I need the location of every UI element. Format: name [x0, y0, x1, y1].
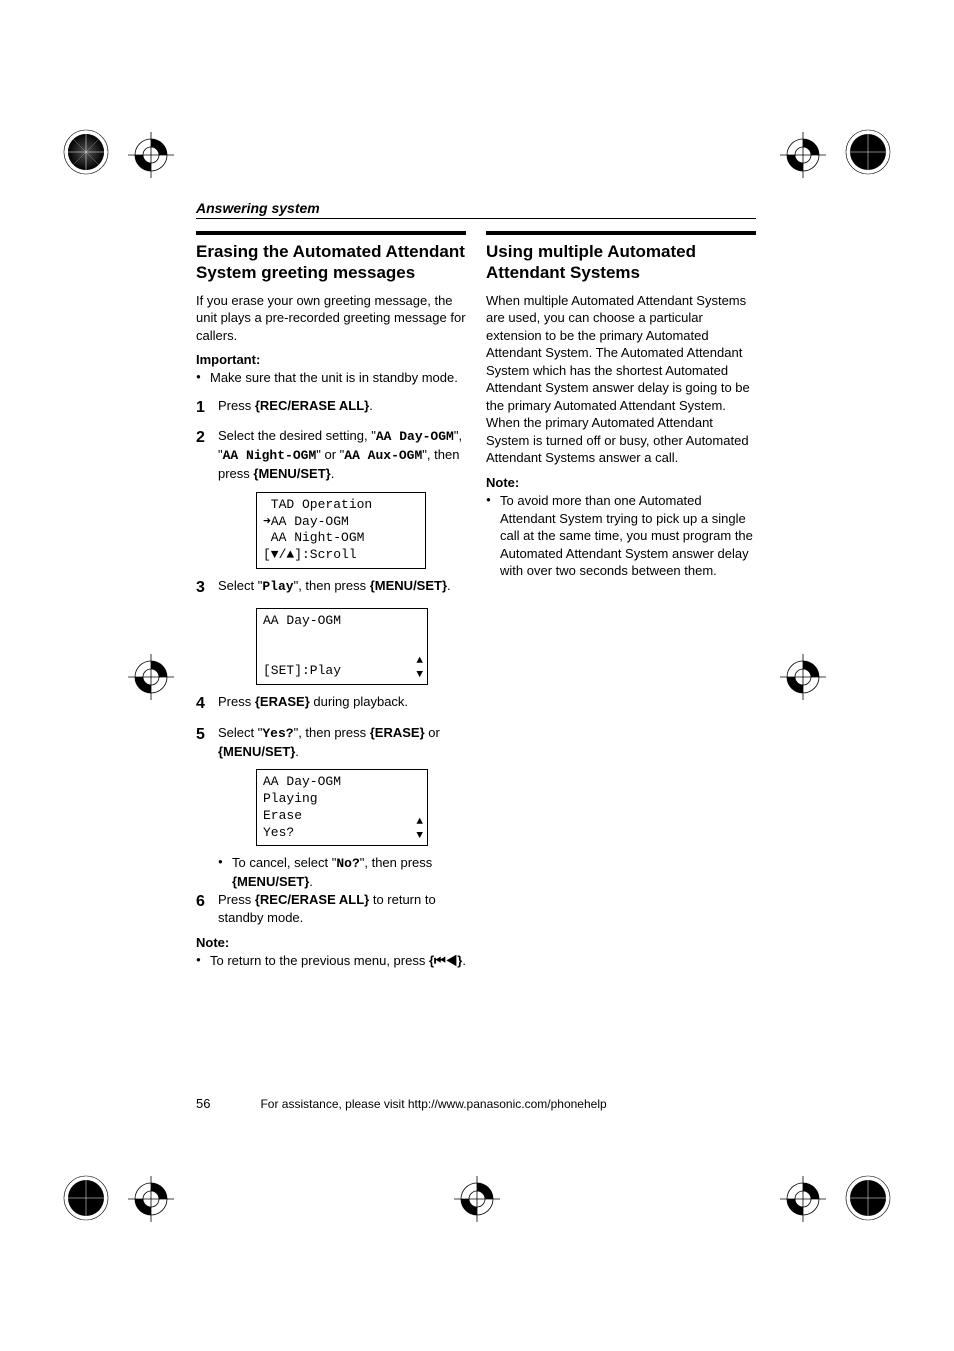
- mono: AA Day-OGM: [376, 429, 454, 444]
- t: .: [331, 466, 335, 481]
- step-6: 6 Press {REC/ERASE ALL} to return to sta…: [196, 891, 466, 927]
- t: ", then press: [294, 725, 370, 740]
- t: Press: [218, 398, 255, 413]
- step-num: 3: [196, 577, 218, 599]
- crop-mark-tr2: [842, 126, 894, 178]
- updown-icon: ▲▼: [416, 815, 423, 844]
- rule: [486, 231, 756, 235]
- step-5: 5 Select "Yes?", then press {ERASE} or {…: [196, 724, 466, 761]
- mono: AA Aux-OGM: [344, 448, 422, 463]
- lcd-text: AA Day-OGM [SET]:Play: [263, 613, 341, 679]
- t: Select ": [218, 578, 262, 593]
- t: To cancel, select ": [232, 855, 336, 870]
- t: To return to the previous menu, press: [210, 953, 429, 968]
- important-label: Important:: [196, 352, 466, 367]
- note-label: Note:: [196, 935, 466, 950]
- important-item: Make sure that the unit is in standby mo…: [196, 369, 466, 387]
- step-1: 1 Press {REC/ERASE ALL}.: [196, 397, 466, 419]
- t: .: [295, 744, 299, 759]
- crop-mark-bl: [60, 1172, 112, 1224]
- step-body: Press {REC/ERASE ALL}.: [218, 397, 466, 419]
- t: ", then press: [294, 578, 370, 593]
- t: " or ": [316, 447, 344, 462]
- crop-mark-br2: [842, 1172, 894, 1224]
- t: Press: [218, 892, 255, 907]
- right-body: When multiple Automated Attendant System…: [486, 292, 756, 467]
- right-column: Using multiple Automated Attendant Syste…: [486, 231, 756, 980]
- step-4: 4 Press {ERASE} during playback.: [196, 693, 466, 715]
- t: during playback.: [310, 694, 408, 709]
- step-num: 6: [196, 891, 218, 927]
- key-menu-set: {MENU/SET}: [232, 874, 309, 889]
- section-header: Answering system: [196, 200, 756, 219]
- key-menu-set: {MENU/SET}: [370, 578, 447, 593]
- key-rec-erase: {REC/ERASE ALL}: [255, 398, 369, 413]
- columns: Erasing the Automated Attendant System g…: [196, 231, 756, 980]
- step-5-sub: To cancel, select "No?", then press {MEN…: [218, 854, 466, 890]
- key-erase: {ERASE}: [255, 694, 310, 709]
- step-body: Select "Play", then press {MENU/SET}.: [218, 577, 466, 599]
- footer-text: For assistance, please visit http://www.…: [260, 1097, 606, 1111]
- t: .: [309, 874, 313, 889]
- step-num: 2: [196, 427, 218, 484]
- mono: No?: [336, 856, 359, 871]
- footer: 56 For assistance, please visit http://w…: [196, 1096, 756, 1111]
- step-body: Select "Yes?", then press {ERASE} or {ME…: [218, 724, 466, 761]
- step-body: Press {REC/ERASE ALL} to return to stand…: [218, 891, 466, 927]
- step-num: 4: [196, 693, 218, 715]
- crop-mark-ml: [128, 654, 174, 700]
- rule: [196, 231, 466, 235]
- crop-mark-bl2: [128, 1176, 174, 1222]
- crop-mark-tl2: [128, 132, 174, 178]
- key-erase: {ERASE}: [370, 725, 425, 740]
- right-title: Using multiple Automated Attendant Syste…: [486, 241, 756, 284]
- lcd-display-3: AA Day-OGM Playing Erase Yes? ▲▼: [256, 769, 428, 847]
- t: .: [369, 398, 373, 413]
- step-body: Press {ERASE} during playback.: [218, 693, 466, 715]
- key-rec-erase: {REC/ERASE ALL}: [255, 892, 369, 907]
- t: .: [447, 578, 451, 593]
- lcd-text: AA Day-OGM Playing Erase Yes?: [263, 774, 341, 840]
- t: Select the desired setting, ": [218, 428, 376, 443]
- crop-mark-tr: [780, 132, 826, 178]
- lcd-display-2: AA Day-OGM [SET]:Play ▲▼: [256, 608, 428, 686]
- left-column: Erasing the Automated Attendant System g…: [196, 231, 466, 980]
- lcd-display-1: TAD Operation ➜AA Day-OGM AA Night-OGM […: [256, 492, 426, 570]
- step-2: 2 Select the desired setting, "AA Day-OG…: [196, 427, 466, 484]
- page-number: 56: [196, 1096, 210, 1111]
- important-list: Make sure that the unit is in standby mo…: [196, 369, 466, 387]
- t: or: [425, 725, 440, 740]
- right-note-list: To avoid more than one Automated Attenda…: [486, 492, 756, 580]
- crop-mark-mr: [780, 654, 826, 700]
- note-label: Note:: [486, 475, 756, 490]
- left-note-list: To return to the previous menu, press {⏮…: [196, 952, 466, 970]
- step-body: Select the desired setting, "AA Day-OGM "…: [218, 427, 466, 484]
- step-num: 5: [196, 724, 218, 761]
- mono: AA Night-OGM: [223, 448, 317, 463]
- crop-mark-tl: [60, 126, 112, 178]
- t: Select ": [218, 725, 262, 740]
- key-menu-set: {MENU/SET}: [218, 744, 295, 759]
- step-num: 1: [196, 397, 218, 419]
- step-3: 3 Select "Play", then press {MENU/SET}.: [196, 577, 466, 599]
- crop-mark-bc: [454, 1176, 500, 1222]
- crop-mark-br: [780, 1176, 826, 1222]
- mono: Play: [262, 579, 293, 594]
- left-intro: If you erase your own greeting message, …: [196, 292, 466, 345]
- key-prev: {⏮◀}: [429, 953, 462, 968]
- left-title: Erasing the Automated Attendant System g…: [196, 241, 466, 284]
- left-note-item: To return to the previous menu, press {⏮…: [196, 952, 466, 970]
- mono: Yes?: [262, 726, 293, 741]
- key-menu-set: {MENU/SET}: [253, 466, 330, 481]
- t: ", then press: [360, 855, 433, 870]
- step-5-sub-item: To cancel, select "No?", then press {MEN…: [218, 854, 466, 890]
- updown-icon: ▲▼: [416, 654, 423, 683]
- t: Press: [218, 694, 255, 709]
- t: .: [462, 953, 466, 968]
- right-note-item: To avoid more than one Automated Attenda…: [486, 492, 756, 580]
- page-content: Answering system Erasing the Automated A…: [196, 200, 756, 980]
- steps: 1 Press {REC/ERASE ALL}. 2 Select the de…: [196, 397, 466, 927]
